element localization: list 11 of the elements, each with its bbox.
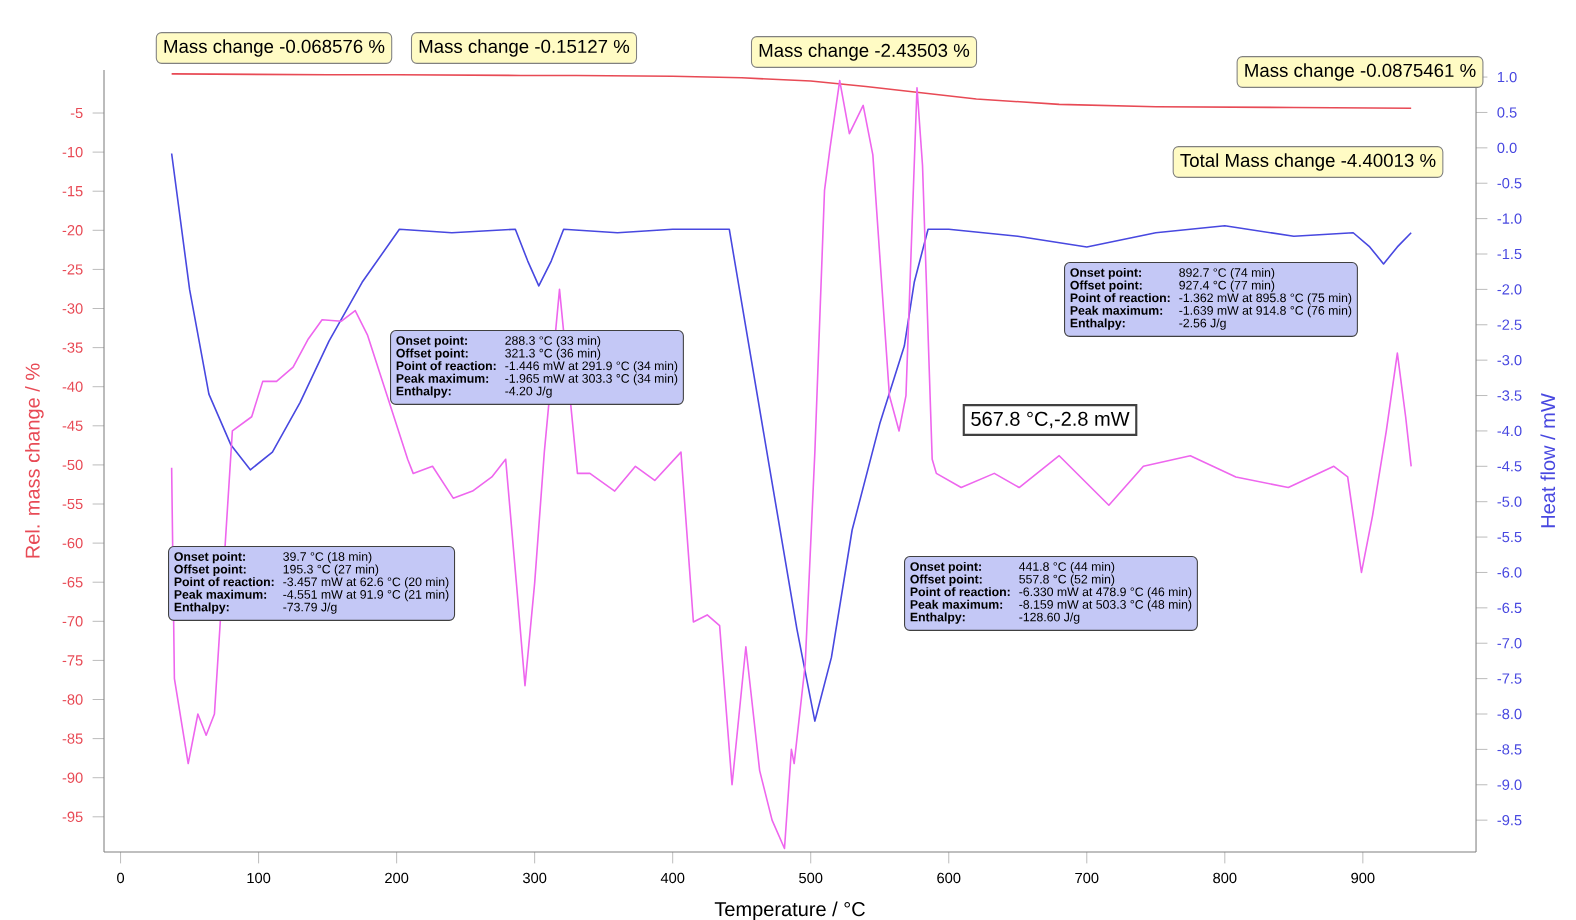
text: Mass change -0.068576 % <box>164 39 385 57</box>
line-series <box>170 79 1412 850</box>
text: Mass change -0.15127 % <box>419 39 630 57</box>
y-axis-title: Rel. mass change / % <box>25 363 44 558</box>
line-series <box>170 152 1412 722</box>
text: Mass change -2.43503 % <box>759 43 970 61</box>
x-axis-title: Temperature / °C <box>714 901 865 920</box>
annotation: 567.8 °C,-2.8 mW <box>971 411 1130 429</box>
annotation: Total Mass change -4.40013 % <box>1180 153 1436 171</box>
y2-axis-title: Heat flow / mW <box>1540 393 1556 528</box>
annotation: Mass change -0.0875461 % <box>1245 63 1476 81</box>
